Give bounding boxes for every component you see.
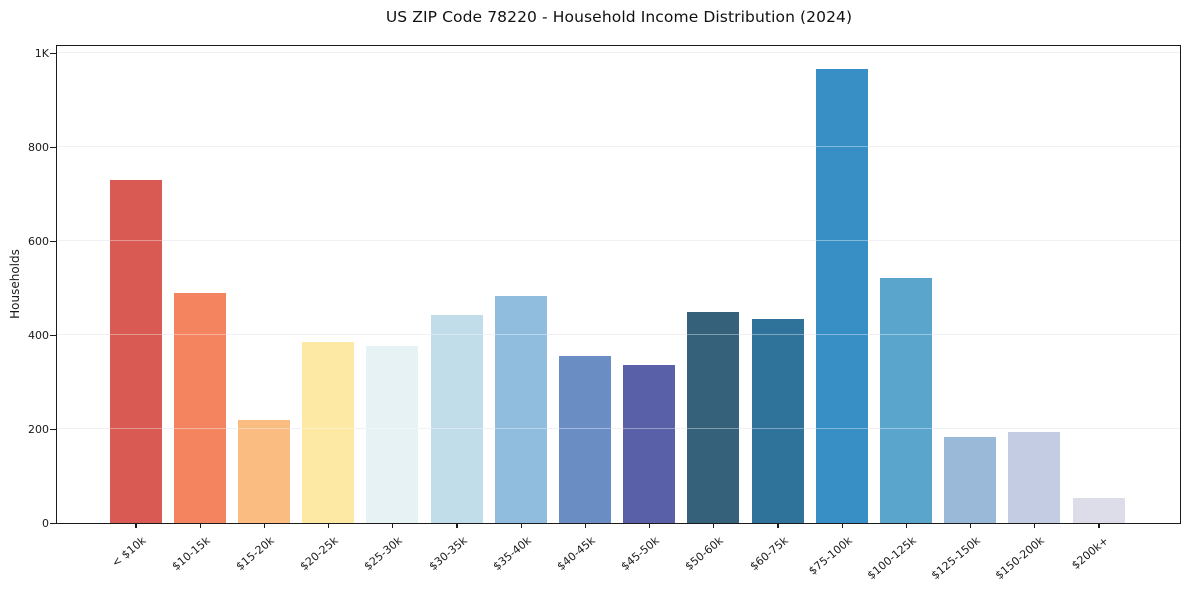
x-axis-tick-label-35-40k: $35-40k	[490, 534, 534, 574]
x-axis-tick-label-10k: < $10k	[109, 534, 149, 570]
x-axis-tick-label-15-20k: $15-20k	[233, 534, 277, 574]
y-axis-label: Households	[8, 249, 22, 319]
bar-30-35k	[430, 315, 483, 523]
gridline-overlay-400	[57, 334, 1180, 336]
gridline-1K	[57, 52, 1180, 54]
x-axis-tick-mark	[905, 522, 907, 529]
x-axis-tick-mark	[263, 522, 265, 529]
y-axis-tick-label: 200	[28, 422, 49, 436]
y-axis-tick-label: 1K	[34, 46, 49, 60]
bar-25-30k	[366, 346, 419, 523]
x-axis-tick-mark	[456, 522, 458, 529]
x-axis-tick-label-25-30k: $25-30k	[361, 534, 406, 574]
x-axis-tick-mark	[1098, 522, 1100, 529]
x-axis-tick-label-40-45k: $40-45k	[554, 534, 598, 574]
x-axis-tick-mark	[648, 522, 651, 529]
x-axis-tick-label-30-35k: $30-35k	[426, 534, 470, 574]
bar-35-40k	[494, 296, 547, 523]
bar-15-20k	[237, 419, 290, 523]
bar-100-125k	[879, 278, 932, 523]
gridline-200	[57, 428, 1180, 430]
x-axis-tick-mark	[584, 522, 586, 529]
x-axis-tick-label-20-25k: $20-25k	[297, 534, 341, 574]
bar-60-75k	[751, 319, 804, 523]
bar-10k	[109, 179, 162, 523]
bar-200k	[1072, 497, 1125, 523]
gridline-800	[57, 146, 1180, 148]
y-axis-tick-mark	[50, 52, 56, 54]
y-axis-tick-mark	[50, 334, 56, 336]
x-axis-tick-label-50-60k: $50-60k	[682, 534, 727, 574]
x-axis-tick-label-75-100k: $75-100k	[805, 534, 855, 578]
x-axis-tick-mark	[777, 522, 779, 529]
y-axis-tick-label: 600	[28, 234, 49, 248]
x-axis-tick-label-45-50k: $45-50k	[618, 534, 662, 574]
y-axis-tick-label: 0	[42, 516, 49, 530]
x-axis-tick-mark	[327, 522, 330, 529]
x-axis-tick-mark	[135, 522, 137, 529]
gridline-overlay-600	[57, 240, 1180, 242]
gridline-overlay-200	[57, 428, 1180, 430]
chart-title: US ZIP Code 78220 - Household Income Dis…	[385, 8, 853, 26]
bar-45-50k	[623, 364, 676, 523]
bar-125-150k	[944, 437, 997, 523]
x-axis-tick-label-150-200k: $150-200k	[993, 534, 1048, 583]
x-axis-tick-label-60-75k: $60-75k	[747, 534, 791, 574]
gridline-600	[57, 240, 1180, 242]
x-axis-tick-mark	[841, 522, 843, 529]
gridline-overlay-1K	[57, 52, 1180, 54]
y-axis-tick-mark	[50, 146, 56, 148]
bar-40-45k	[558, 355, 611, 523]
y-axis-tick-label: 400	[28, 328, 49, 342]
bar-150-200k	[1008, 432, 1061, 523]
x-axis-tick-label-10-15k: $10-15k	[169, 534, 213, 574]
x-axis-tick-mark	[520, 522, 522, 529]
bar-50-60k	[687, 311, 740, 523]
x-axis-tick-mark	[969, 522, 972, 529]
x-axis-tick-mark	[392, 522, 394, 529]
y-axis-tick-mark	[50, 240, 56, 242]
y-axis-tick-mark	[50, 428, 56, 430]
x-axis-tick-mark	[199, 522, 201, 529]
bar-75-100k	[815, 68, 868, 523]
x-axis-tick-mark	[713, 522, 715, 529]
bar-20-25k	[302, 341, 355, 523]
x-axis-tick-mark	[1034, 522, 1036, 529]
x-axis-tick-label-100-125k: $100-125k	[864, 534, 919, 583]
gridline-400	[57, 334, 1180, 336]
gridline-overlay-800	[57, 146, 1180, 148]
x-axis-tick-label-125-150k: $125-150k	[929, 534, 983, 583]
plot-area	[56, 45, 1181, 524]
y-axis-tick-mark	[50, 522, 56, 524]
y-axis-tick-label: 800	[28, 140, 49, 154]
bar-10-15k	[173, 292, 226, 523]
x-axis-tick-label-200k: $200k+	[1069, 534, 1112, 572]
